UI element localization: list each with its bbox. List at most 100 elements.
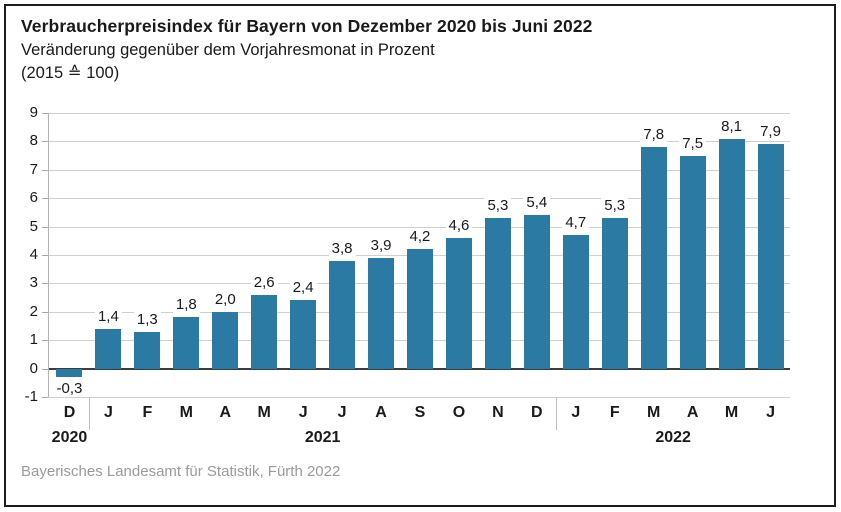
bar-value-text: 7,8 [640,126,668,144]
bar [407,249,433,369]
bar [56,368,83,378]
bar [134,331,161,369]
bar-value-text: 1,8 [172,296,200,314]
bar-value-label: 7,9 [747,123,794,141]
y-axis-label: 6 [29,189,38,207]
y-axis-tick [42,198,48,200]
bar [329,260,356,369]
gridline [48,226,790,228]
bar [523,215,550,369]
bar [95,328,122,369]
gridline [48,141,790,143]
x-axis-month-label: M [179,404,193,421]
bar-value-label: 4,6 [435,216,482,234]
y-axis-label: -1 [24,388,38,405]
bar-value-label: 5,4 [513,194,560,212]
bar-value-text: 4,6 [445,216,473,234]
y-axis-label: 3 [29,274,38,292]
bar-value-label: 3,8 [319,239,366,257]
bar [212,311,239,369]
year-separator [88,397,90,430]
y-axis-tick [42,397,48,398]
gridline [48,113,790,114]
chart-header: Verbraucherpreisindex für Bayern von Dez… [21,14,831,85]
x-axis-year-label: 2021 [304,429,341,446]
bar-value-label: 2,0 [202,290,249,308]
bar [173,317,200,369]
bar-value-label: 1,8 [163,296,210,314]
bar [484,218,511,369]
y-axis-label: 1 [29,331,38,349]
chart-subtitle: Veränderung gegenüber dem Vorjahresmonat… [21,41,435,59]
x-axis-month-label: J [766,404,775,421]
bar-value-label: 4,2 [397,228,444,246]
x-axis-month-label: O [452,404,466,421]
bar-value-text: 3,8 [328,239,356,257]
bar-value-text: 3,9 [367,236,395,254]
x-axis-year-label: 2022 [655,429,691,446]
x-axis-month-label: D [63,404,76,421]
bar-value-label: 3,9 [358,236,405,254]
bar-value-text: 4,2 [406,228,434,246]
x-axis-month-label: J [337,404,347,421]
x-axis-month-label: D [531,404,543,421]
y-axis-label: 5 [29,217,38,235]
x-axis-year-label: 2020 [51,429,88,446]
x-axis-month-label: A [219,404,232,421]
bar-value-text: 5,4 [523,194,551,212]
bar-value-text: 2,4 [289,279,317,297]
bar [601,218,628,369]
bar-value-text: 1,3 [133,310,161,328]
bar-value-label: 5,3 [474,197,521,215]
bar-value-label: 8,1 [708,117,755,135]
bar [290,300,317,369]
y-axis-line [48,113,49,397]
bar-value-label: 7,5 [669,134,716,152]
zero-line [48,367,790,370]
bar [757,144,784,369]
x-axis-month-label: A [686,404,699,421]
bar [368,257,395,369]
bar-value-text: -0,3 [53,380,86,398]
y-axis-tick [42,113,48,114]
bar-value-text: 5,3 [601,197,629,215]
x-axis-month-label: J [103,404,113,421]
bar-value-text: 5,3 [484,197,512,215]
bar-value-label: -0,3 [46,380,93,398]
year-separator [556,397,558,430]
bar-value-label: 5,3 [591,197,638,215]
bar-value-label: 2,4 [280,279,327,297]
x-axis-month-label: N [492,404,504,421]
source-note: Bayerisches Landesamt für Statistik, Für… [21,463,341,480]
y-axis-tick [42,368,48,370]
chart-title: Verbraucherpreisindex für Bayern von Dez… [21,16,593,36]
bar [251,294,278,369]
x-axis-month-label: S [414,404,426,421]
x-axis-month-label: M [724,404,739,421]
chart-base-note: (2015 ≙ 100) [21,64,120,82]
y-axis-tick [42,340,48,342]
bar-value-text: 7,9 [757,123,784,141]
y-axis-tick [42,311,48,313]
bar-chart-plot-area: -1 0 1 2 3 4 5 6 7 8 9 -0,3 D 1,4 J 1,3 F 1,8 M 2,0 A 2,6 M 2,4… [24,104,794,446]
y-axis-label: 0 [29,359,38,377]
y-axis-label: 7 [29,160,38,178]
x-axis-month-label: A [375,404,387,421]
bar-value-label: 1,4 [85,307,132,325]
bar [640,147,667,369]
bar [562,235,589,369]
y-axis-tick [42,255,48,256]
x-axis-month-label: J [298,404,308,421]
bar-value-label: 2,6 [241,273,288,291]
gridline [48,397,790,398]
bar-value-label: 1,3 [124,310,171,328]
bar [718,138,745,369]
bar-value-label: 4,7 [552,214,599,232]
bar [445,237,472,369]
y-axis-label: 8 [29,132,38,150]
x-axis-month-label: F [142,404,153,421]
y-axis-tick [42,226,48,228]
gridline [48,198,790,200]
bar-value-text: 2,6 [250,273,278,291]
bar-value-text: 1,4 [94,307,122,325]
